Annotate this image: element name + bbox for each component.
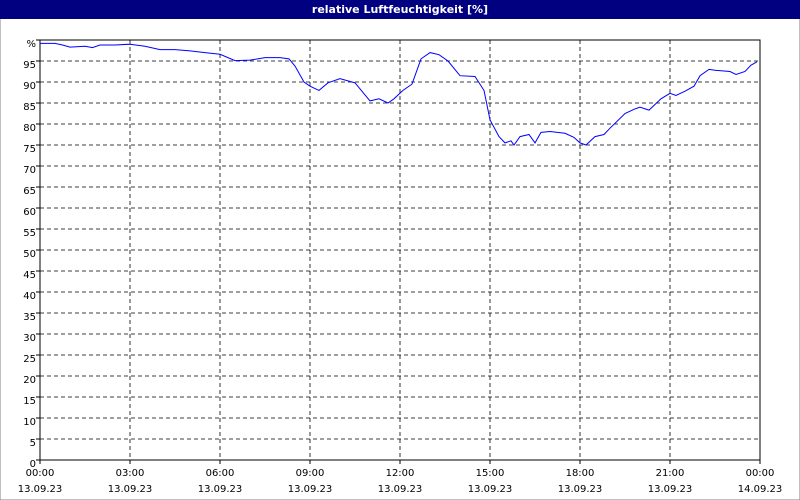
x-tick-date: 13.09.23 bbox=[108, 484, 153, 495]
y-tick-label: 35 bbox=[23, 312, 36, 323]
plot-border bbox=[39, 39, 761, 461]
line-series bbox=[40, 42, 758, 146]
y-tick-label: 50 bbox=[23, 249, 36, 260]
y-tick-label: 30 bbox=[23, 333, 36, 344]
x-tick-date: 13.09.23 bbox=[288, 484, 333, 495]
x-tick-label: 00:00 bbox=[26, 468, 55, 479]
x-tick-date: 13.09.23 bbox=[468, 484, 513, 495]
x-tick-label: 03:00 bbox=[116, 468, 145, 479]
y-tick-label: 40 bbox=[23, 291, 36, 302]
y-tick-label: 0 bbox=[30, 459, 36, 470]
y-tick-label: 85 bbox=[23, 102, 36, 113]
x-tick-label: 09:00 bbox=[296, 468, 325, 479]
y-tick-label: 75 bbox=[23, 144, 36, 155]
y-tick-label: 55 bbox=[23, 228, 36, 239]
x-tick-date: 13.09.23 bbox=[198, 484, 243, 495]
title-bar bbox=[0, 0, 800, 19]
y-tick-label: 5 bbox=[30, 438, 36, 449]
x-tick-label: 00:00 bbox=[746, 468, 775, 479]
x-tick-date: 13.09.23 bbox=[378, 484, 423, 495]
y-tick-label: 95 bbox=[23, 60, 36, 71]
x-tick-label: 18:00 bbox=[566, 468, 595, 479]
x-tick-date: 13.09.23 bbox=[648, 484, 693, 495]
y-tick-label: 80 bbox=[23, 123, 36, 134]
x-tick-date: 13.09.23 bbox=[18, 484, 63, 495]
x-tick-label: 06:00 bbox=[206, 468, 235, 479]
y-tick-label: 10 bbox=[23, 417, 36, 428]
x-tick-label: 12:00 bbox=[386, 468, 415, 479]
y-tick-label: 20 bbox=[23, 375, 36, 386]
y-tick-label: 25 bbox=[23, 354, 36, 365]
y-tick-label: 45 bbox=[23, 270, 36, 281]
y-tick-label: 60 bbox=[23, 207, 36, 218]
x-tick-date: 13.09.23 bbox=[558, 484, 603, 495]
x-tick-label: 15:00 bbox=[476, 468, 505, 479]
x-tick-label: 21:00 bbox=[656, 468, 685, 479]
y-tick-label: 90 bbox=[23, 81, 36, 92]
y-tick-label: % bbox=[26, 39, 36, 50]
chart-title: relative Luftfeuchtigkeit [%] bbox=[312, 3, 488, 16]
y-tick-label: 15 bbox=[23, 396, 36, 407]
y-tick-label: 70 bbox=[23, 165, 36, 176]
x-tick-date: 14.09.23 bbox=[738, 484, 783, 495]
y-tick-label: 65 bbox=[23, 186, 36, 197]
